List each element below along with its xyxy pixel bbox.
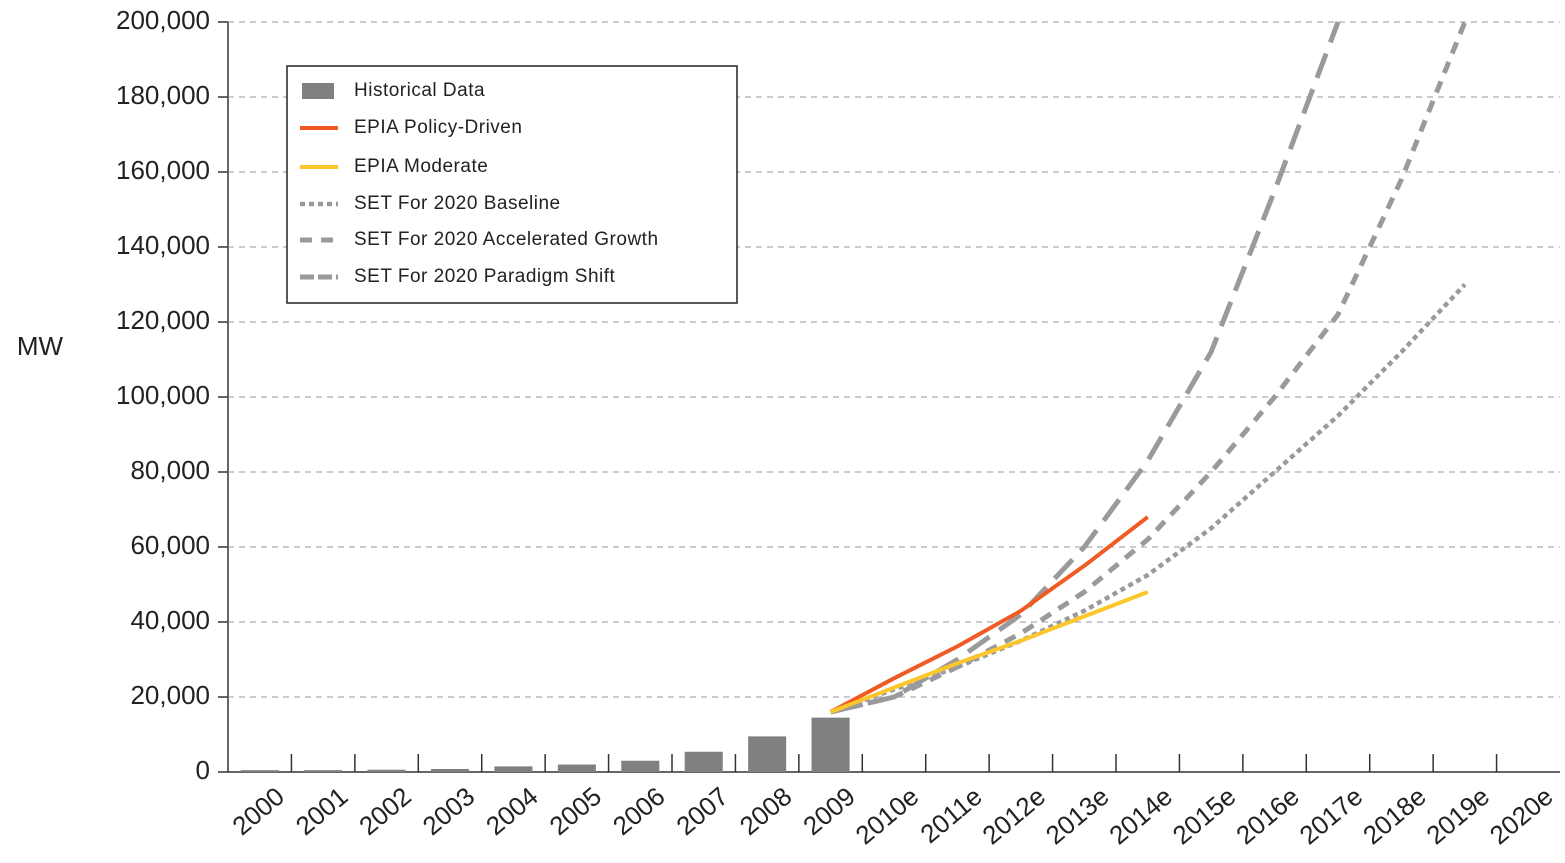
bar bbox=[684, 751, 723, 772]
x-tick-label: 2005 bbox=[544, 781, 608, 841]
x-tick-label: 2020e bbox=[1484, 781, 1559, 850]
x-tick-label: 2011e bbox=[915, 781, 988, 849]
line-series bbox=[830, 21, 1341, 715]
y-tick-label: 200,000 bbox=[116, 5, 210, 35]
y-tick-label: 180,000 bbox=[116, 80, 210, 110]
x-tick-label: 2000 bbox=[226, 781, 290, 841]
bar bbox=[748, 736, 787, 772]
x-tick-label: 2018e bbox=[1357, 781, 1432, 850]
line-series bbox=[829, 282, 1467, 715]
y-tick-label: 160,000 bbox=[116, 155, 210, 185]
y-tick-label: 120,000 bbox=[116, 305, 210, 335]
legend-swatch bbox=[302, 83, 334, 99]
bar bbox=[430, 769, 470, 772]
x-tick-label: 2009 bbox=[797, 781, 861, 841]
legend-label: EPIA Moderate bbox=[354, 156, 488, 177]
x-tick-label: 2003 bbox=[417, 781, 481, 841]
legend-label: SET For 2020 Paradigm Shift bbox=[354, 266, 616, 287]
x-tick-label: 2019e bbox=[1420, 781, 1495, 850]
bar bbox=[811, 717, 850, 772]
x-tick-label: 2017e bbox=[1294, 781, 1369, 850]
x-tick-label: 2014e bbox=[1103, 781, 1178, 850]
bar bbox=[494, 766, 533, 772]
y-tick-label: 20,000 bbox=[130, 680, 210, 710]
legend: Historical Data EPIA Policy-Driven EPIA Mo… bbox=[286, 65, 738, 304]
x-tick-label: 2015e bbox=[1167, 781, 1242, 850]
line-series bbox=[829, 590, 1149, 714]
legend-box bbox=[286, 65, 738, 304]
x-tick-label: 2012e bbox=[976, 781, 1051, 850]
legend-label: EPIA Policy-Driven bbox=[354, 117, 522, 138]
y-tick-label: 80,000 bbox=[130, 455, 210, 485]
x-tick-label: 2013e bbox=[1040, 781, 1115, 850]
x-tick-label: 2016e bbox=[1230, 781, 1305, 850]
y-axis-label: MW bbox=[17, 331, 64, 361]
x-tick-label: 2004 bbox=[480, 781, 544, 841]
legend-label: Historical Data bbox=[354, 80, 485, 101]
bar bbox=[304, 770, 343, 772]
x-tick-label: 2001 bbox=[290, 781, 354, 841]
y-tick-label: 0 bbox=[196, 755, 210, 785]
legend-label: SET For 2020 Accelerated Growth bbox=[354, 229, 659, 250]
y-tick-label: 40,000 bbox=[130, 605, 210, 635]
line-series bbox=[829, 515, 1149, 714]
x-tick-label: 2006 bbox=[607, 781, 671, 841]
y-tick-label: 140,000 bbox=[116, 230, 210, 260]
bar bbox=[557, 764, 596, 772]
line-series bbox=[830, 21, 1468, 715]
legend-label: SET For 2020 Baseline bbox=[354, 193, 561, 214]
bar bbox=[367, 769, 406, 772]
x-tick-label: 2002 bbox=[353, 781, 417, 841]
y-tick-label: 60,000 bbox=[130, 530, 210, 560]
x-tick-label: 2010e bbox=[850, 781, 925, 850]
bar bbox=[621, 760, 660, 772]
y-tick-label: 100,000 bbox=[116, 380, 210, 410]
bar bbox=[240, 770, 279, 772]
x-tick-label: 2007 bbox=[670, 781, 734, 841]
x-tick-label: 2008 bbox=[734, 781, 798, 841]
